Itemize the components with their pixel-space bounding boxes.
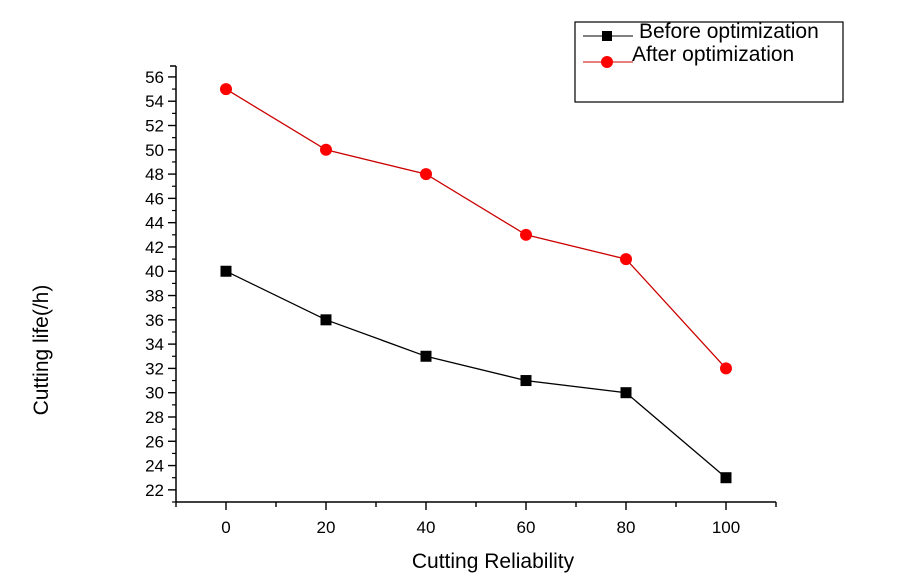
legend: Before optimization After optimization <box>574 20 844 103</box>
y-tick-label: 32 <box>145 359 164 378</box>
data-point-after <box>720 362 732 375</box>
data-point-before <box>420 350 432 362</box>
y-tick-label: 22 <box>145 481 164 500</box>
y-tick-label: 52 <box>145 117 164 136</box>
y-tick-label: 42 <box>145 238 164 257</box>
legend-label-before: Before optimization <box>639 20 819 43</box>
legend-label-after: After optimization <box>632 43 794 66</box>
y-tick-label: 56 <box>145 68 164 87</box>
x-tick-label: 60 <box>517 518 536 537</box>
data-point-after <box>520 228 532 241</box>
y-tick-label: 34 <box>145 335 164 354</box>
y-tick-label: 38 <box>145 287 164 306</box>
x-tick-label: 0 <box>221 518 230 537</box>
x-tick-label: 40 <box>417 518 436 537</box>
x-axis-title: Cutting Reliability <box>412 550 575 573</box>
axes: 22 24 26 28 30 32 34 36 38 40 42 44 46 48 50 52 54 56 0 20 4… <box>145 65 777 537</box>
data-point-before <box>720 472 732 484</box>
y-tick-label: 30 <box>145 384 164 403</box>
y-tick-label: 26 <box>145 432 164 451</box>
data-point-after <box>620 253 632 266</box>
y-tick-label: 28 <box>145 408 164 427</box>
data-point-before <box>520 375 532 387</box>
series-line-before <box>225 270 727 479</box>
data-point-before <box>220 265 232 277</box>
x-tick-label: 80 <box>617 518 636 537</box>
data-point-after <box>420 168 432 181</box>
y-axis-title: Cutting life(/h) <box>30 285 53 416</box>
series-layer <box>220 83 732 484</box>
legend-marker-after <box>601 56 613 68</box>
y-tick-label: 54 <box>145 92 164 111</box>
y-tick-label: 24 <box>145 457 164 476</box>
x-tick-label: 100 <box>712 518 740 537</box>
data-point-after <box>320 143 332 156</box>
series-line-after <box>225 88 727 369</box>
y-tick-label: 46 <box>145 189 164 208</box>
legend-marker-before <box>602 31 612 41</box>
data-point-after <box>220 83 232 96</box>
y-tick-label: 40 <box>145 262 164 281</box>
y-tick-label: 36 <box>145 311 164 330</box>
x-tick-label: 20 <box>317 518 336 537</box>
y-tick-label: 44 <box>145 214 164 233</box>
y-tick-label: 50 <box>145 141 164 160</box>
y-tick-label: 48 <box>145 165 164 184</box>
data-point-before <box>620 387 632 399</box>
data-point-before <box>320 314 332 326</box>
